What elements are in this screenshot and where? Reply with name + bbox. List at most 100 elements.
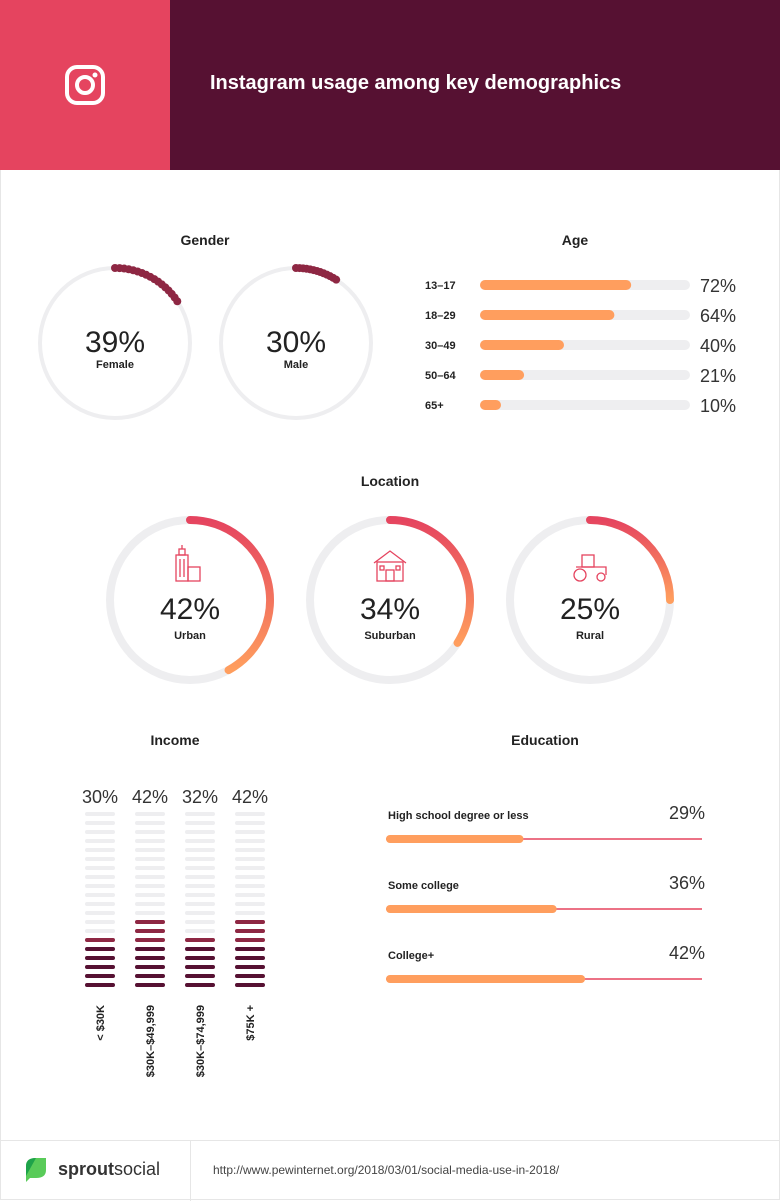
age-value: 40% bbox=[700, 336, 736, 356]
income-segment bbox=[85, 911, 115, 915]
income-segment bbox=[85, 848, 115, 852]
income-value: 42% bbox=[232, 787, 268, 807]
location-label: Urban bbox=[174, 630, 206, 642]
age-bar bbox=[480, 340, 564, 350]
income-segment bbox=[85, 929, 115, 933]
income-segment bbox=[185, 893, 215, 897]
education-label: Some college bbox=[388, 880, 459, 892]
income-label: $75K + bbox=[245, 1005, 257, 1041]
age-bar bbox=[480, 280, 632, 290]
income-segment bbox=[85, 983, 115, 987]
income-segment bbox=[135, 830, 165, 834]
income-value: 32% bbox=[182, 787, 218, 807]
income-segment bbox=[85, 857, 115, 861]
location-arc bbox=[186, 516, 274, 675]
income-segment bbox=[135, 911, 165, 915]
gender-label: Male bbox=[284, 359, 308, 371]
income-segment bbox=[85, 902, 115, 906]
income-segment bbox=[235, 839, 265, 843]
gender-title: Gender bbox=[180, 232, 230, 248]
income-segment bbox=[185, 839, 215, 843]
income-segment bbox=[135, 956, 165, 960]
footer-divider bbox=[190, 1141, 191, 1201]
education-bar bbox=[386, 905, 557, 913]
income-label: $30K–$49,999 bbox=[145, 1005, 157, 1077]
income-segment bbox=[185, 938, 215, 942]
page-title: Instagram usage among key demographics bbox=[210, 72, 622, 94]
income-segment bbox=[135, 812, 165, 816]
income-segment bbox=[135, 866, 165, 870]
income-segment bbox=[235, 866, 265, 870]
instagram-icon bbox=[65, 65, 105, 105]
income-segment bbox=[85, 938, 115, 942]
age-label: 30–49 bbox=[425, 340, 456, 352]
income-segment bbox=[185, 857, 215, 861]
city-buildings-icon bbox=[175, 545, 201, 582]
income-segment bbox=[185, 974, 215, 978]
income-segment bbox=[85, 839, 115, 843]
education-bar bbox=[386, 835, 524, 843]
age-label: 50–64 bbox=[425, 370, 456, 382]
income-segment bbox=[185, 983, 215, 987]
age-bar-track bbox=[480, 400, 690, 410]
income-segment bbox=[185, 947, 215, 951]
income-segment bbox=[185, 956, 215, 960]
income-segment bbox=[235, 812, 265, 816]
house-icon bbox=[373, 550, 407, 582]
income-segment bbox=[235, 857, 265, 861]
age-bar-track bbox=[480, 370, 690, 380]
age-bar bbox=[480, 370, 525, 380]
education-value: 36% bbox=[669, 873, 705, 893]
footer: sproutsocial http://www.pewinternet.org/… bbox=[0, 1140, 780, 1201]
income-segment bbox=[85, 884, 115, 888]
age-title: Age bbox=[561, 232, 589, 248]
source-link[interactable]: http://www.pewinternet.org/2018/03/01/so… bbox=[213, 1163, 560, 1177]
income-label: $30K–$74,999 bbox=[195, 1005, 207, 1077]
income-segment bbox=[185, 866, 215, 870]
header-bar bbox=[170, 0, 780, 170]
income-segment bbox=[135, 929, 165, 933]
income-segment bbox=[185, 821, 215, 825]
age-value: 21% bbox=[700, 366, 736, 386]
income-segment bbox=[235, 983, 265, 987]
income-segment bbox=[85, 893, 115, 897]
education-title: Education bbox=[511, 732, 579, 748]
income-segment bbox=[235, 911, 265, 915]
location-arc bbox=[586, 516, 674, 604]
gender-value: 30% bbox=[266, 326, 326, 359]
income-segment bbox=[235, 830, 265, 834]
age-label: 13–17 bbox=[425, 280, 456, 292]
income-segment bbox=[235, 956, 265, 960]
income-segment bbox=[85, 974, 115, 978]
location-value: 34% bbox=[360, 593, 420, 626]
income-segment bbox=[135, 938, 165, 942]
age-bar bbox=[480, 310, 615, 320]
income-segment bbox=[135, 875, 165, 879]
income-segment bbox=[135, 848, 165, 852]
income-segment bbox=[85, 812, 115, 816]
income-segment bbox=[235, 947, 265, 951]
income-segment bbox=[135, 839, 165, 843]
income-segment bbox=[85, 920, 115, 924]
income-segment bbox=[235, 929, 265, 933]
income-segment bbox=[185, 920, 215, 924]
income-segment bbox=[185, 875, 215, 879]
income-value: 30% bbox=[82, 787, 118, 807]
age-value: 72% bbox=[700, 276, 736, 296]
income-segment bbox=[235, 938, 265, 942]
income-segment bbox=[85, 821, 115, 825]
income-segment bbox=[85, 866, 115, 870]
income-segment bbox=[235, 884, 265, 888]
brand-logo: sproutsocial bbox=[58, 1159, 161, 1179]
age-label: 65+ bbox=[425, 400, 444, 412]
income-segment bbox=[185, 812, 215, 816]
age-value: 64% bbox=[700, 306, 736, 326]
gender-dot bbox=[173, 297, 182, 306]
income-segment bbox=[235, 965, 265, 969]
income-segment bbox=[85, 956, 115, 960]
location-label: Suburban bbox=[364, 630, 416, 642]
gender-value: 39% bbox=[85, 326, 145, 359]
education-label: High school degree or less bbox=[388, 810, 529, 822]
income-segment bbox=[135, 965, 165, 969]
